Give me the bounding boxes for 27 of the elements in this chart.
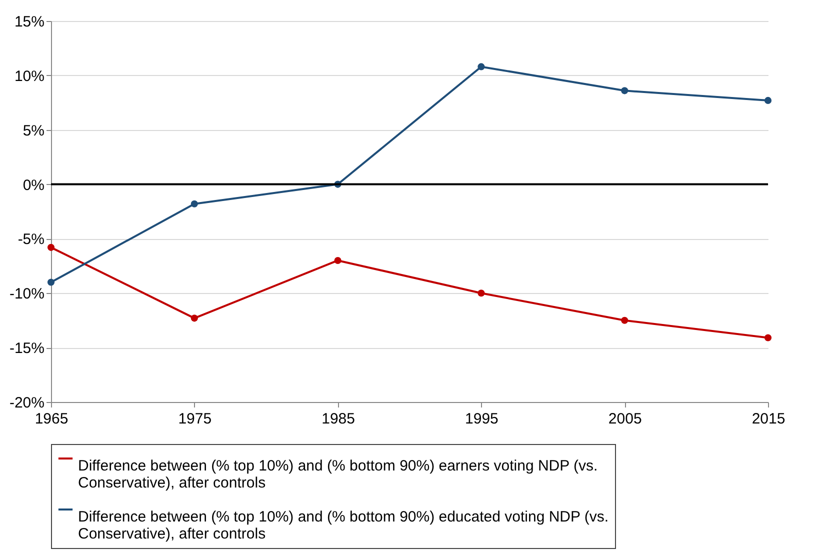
point [47, 244, 55, 251]
x-tick-label: 2015 [752, 410, 786, 428]
point [190, 314, 198, 322]
y-tick-label: 0% [22, 176, 44, 194]
point [334, 256, 342, 264]
point [47, 278, 55, 286]
y-tick-label: -15% [9, 340, 44, 358]
y-tick-label: 5% [22, 122, 44, 140]
point [764, 334, 772, 342]
legend-label: Difference between (% top 10%) and (% bottom 90%) educated voting NDP (vs. Conservative), after controls [78, 508, 609, 542]
x-tick-label: 2005 [608, 410, 642, 428]
point [478, 63, 485, 70]
y-tick-label: -10% [9, 286, 44, 303]
x-tick-label: 1985 [322, 410, 355, 428]
y-tick-label: -20% [9, 394, 44, 412]
point [621, 316, 628, 324]
point [764, 96, 772, 104]
x-tick-label: 1965 [34, 410, 68, 428]
y-tick-label: 10% [14, 68, 44, 85]
x-tick-label: 1975 [178, 410, 212, 428]
point [478, 290, 485, 297]
point [621, 87, 628, 94]
legend-label: Difference between (% top 10%) and (% bottom 90%) earners voting NDP (vs. Conservative), after controls [78, 458, 598, 492]
point [190, 200, 198, 208]
y-tick-label: -5% [18, 231, 44, 248]
y-tick-label: 15% [14, 14, 44, 30]
x-tick-label: 1995 [465, 410, 498, 428]
